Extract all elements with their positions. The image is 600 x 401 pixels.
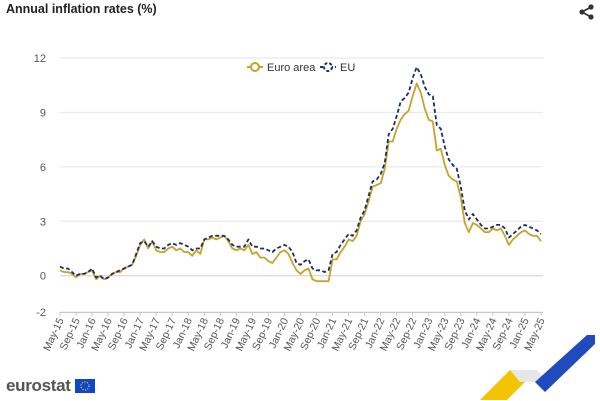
legend[interactable]: Euro area EU: [247, 62, 355, 74]
legend-item-eu[interactable]: EU: [320, 62, 355, 74]
eurostat-logo: eurostat: [6, 375, 95, 397]
legend-euro-area-label: Euro area: [267, 62, 316, 74]
legend-euro-area-marker-icon: [250, 62, 260, 72]
legend-eu-marker-icon: [323, 62, 333, 72]
eu-flag-icon: [74, 379, 95, 393]
grid-lines: [60, 57, 543, 313]
x-axis-ticks: May-15Sep-15Jan-16May-16Sep-16Jan-17May-…: [41, 312, 548, 353]
y-tick-label: 0: [40, 271, 46, 283]
chart-title: Annual inflation rates (%): [6, 2, 157, 16]
y-tick-label: -2: [36, 307, 46, 319]
y-axis-ticks: -2 0 3 6 9 12: [34, 53, 46, 319]
y-tick-label: 12: [34, 53, 46, 65]
series-line-eu[interactable]: [59, 66, 542, 281]
series-line-euro-area[interactable]: [59, 82, 542, 283]
logo-text: eurostat: [6, 376, 71, 395]
series-lines: [59, 66, 542, 283]
share-icon[interactable]: [574, 2, 598, 22]
y-tick-label: 6: [40, 162, 46, 174]
legend-eu-label: EU: [340, 62, 355, 74]
y-tick-label: 9: [40, 107, 46, 119]
y-tick-label: 3: [40, 216, 46, 228]
decorative-ribbon-icon: [480, 335, 595, 400]
legend-item-euro-area[interactable]: Euro area: [247, 62, 316, 74]
